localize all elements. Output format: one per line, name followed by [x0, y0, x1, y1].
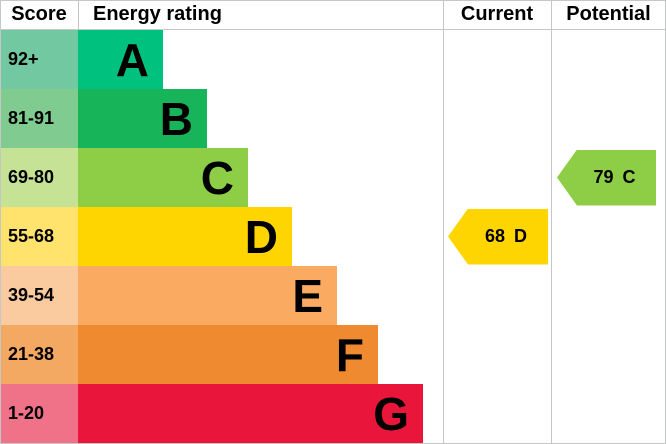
band-score-range: 1-20 [0, 384, 78, 443]
band-bar-c: C [78, 148, 248, 207]
score-column-header: Score [11, 3, 67, 25]
band-row-f: 21-38 F [0, 325, 378, 384]
current-column-divider-line [443, 0, 444, 444]
band-bar-e: E [78, 266, 337, 325]
band-score-range: 21-38 [0, 325, 78, 384]
potential-column-header: Potential [566, 3, 651, 25]
band-row-b: 81-91 B [0, 89, 207, 148]
band-row-c: 69-80 C [0, 148, 248, 207]
current-score-value: 68 [484, 226, 506, 246]
current-rating-letter: D [514, 226, 528, 246]
band-row-g: 1-20 G [0, 384, 423, 443]
band-row-d: 55-68 D [0, 207, 292, 266]
band-bar-d: D [78, 207, 292, 266]
chart-header-row: Score Energy rating Current Potential [0, 0, 666, 30]
band-row-e: 39-54 E [0, 266, 337, 325]
band-score-range: 69-80 [0, 148, 78, 207]
potential-score-value: 79 [593, 167, 614, 187]
current-column-header: Current [460, 3, 534, 25]
band-score-range: 55-68 [0, 207, 78, 266]
band-bar-a: A [78, 30, 163, 89]
current-rating-arrow: 68 D [448, 208, 548, 265]
energy-rating-column-header: Energy rating [93, 3, 222, 25]
band-score-range: 81-91 [0, 89, 78, 148]
score-column-divider-line [78, 0, 79, 30]
band-bar-b: B [78, 89, 207, 148]
potential-rating-arrow: 79 C [557, 149, 656, 206]
potential-column-divider-line [551, 0, 552, 444]
band-row-a: 92+ A [0, 30, 163, 89]
potential-rating-letter: C [622, 167, 636, 187]
band-score-range: 39-54 [0, 266, 78, 325]
band-score-range: 92+ [0, 30, 78, 89]
band-bar-f: F [78, 325, 378, 384]
band-bar-g: G [78, 384, 423, 443]
